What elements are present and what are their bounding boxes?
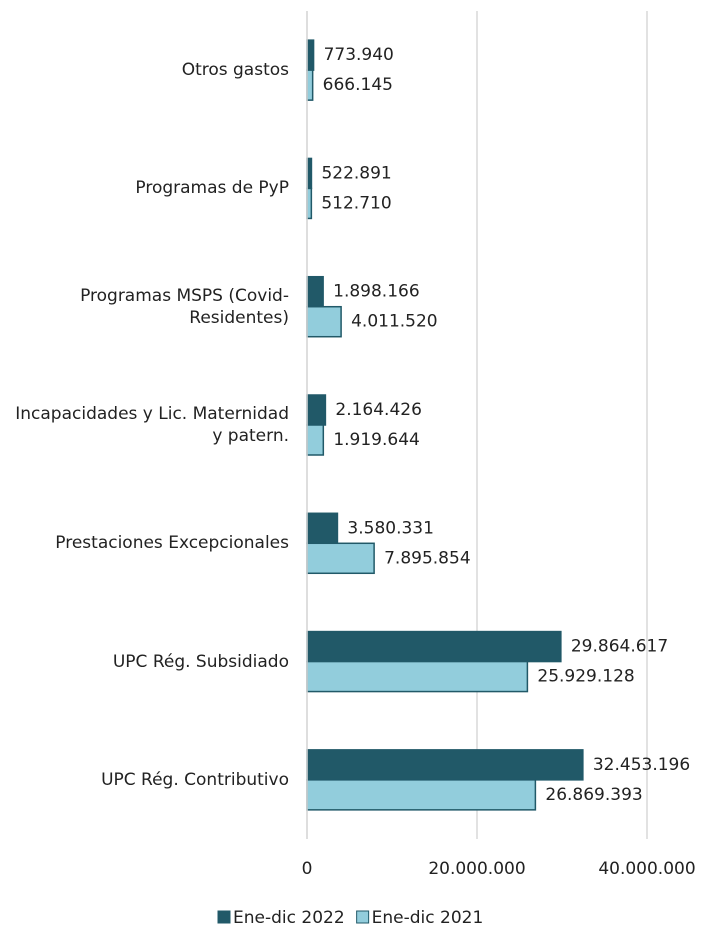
value-label: 7.895.854 <box>384 548 471 568</box>
value-label: 4.011.520 <box>351 312 438 332</box>
bar <box>306 394 327 426</box>
value-label: 522.891 <box>321 163 391 183</box>
category-label: Otros gastos <box>181 60 289 81</box>
value-label: 666.145 <box>323 75 393 95</box>
x-tick-label: 0 <box>302 859 313 879</box>
bar <box>306 512 339 545</box>
category-label: UPC Rég. Contributivo <box>101 769 289 790</box>
legend-label: Ene-dic 2021 <box>372 908 484 928</box>
bar <box>306 424 325 456</box>
value-label: 512.710 <box>321 193 391 213</box>
legend-swatch <box>356 910 370 924</box>
bar <box>306 779 537 811</box>
legend-swatch <box>217 910 231 924</box>
category-label: UPC Rég. Subsidiado <box>112 651 289 672</box>
value-label: 26.869.393 <box>545 785 642 805</box>
value-label: 773.940 <box>324 45 394 65</box>
bar <box>306 275 324 308</box>
bar <box>306 542 375 575</box>
value-label: 25.929.128 <box>537 667 634 687</box>
x-tick-label: 40.000.000 <box>598 859 695 879</box>
value-label: 1.919.644 <box>333 430 420 450</box>
x-tick-label: 20.000.000 <box>428 859 525 879</box>
category-label: Programas MSPS (Covid-Residentes) <box>80 285 289 328</box>
category-label: Programas de PyP <box>135 178 289 199</box>
legend-label: Ene-dic 2022 <box>233 908 345 928</box>
bar <box>306 305 342 338</box>
value-label: 3.580.331 <box>347 518 434 538</box>
bar <box>306 630 562 663</box>
bar <box>306 39 315 71</box>
category-label: Prestaciones Excepcionales <box>55 533 289 554</box>
value-label: 2.164.426 <box>335 400 422 420</box>
value-label: 1.898.166 <box>333 282 420 302</box>
bar <box>306 660 529 693</box>
category-label: Incapacidades y Lic. Maternidad y patern… <box>15 404 289 446</box>
value-label: 29.864.617 <box>571 637 668 657</box>
bar <box>306 69 314 101</box>
value-label: 32.453.196 <box>593 755 690 775</box>
bar <box>306 749 584 781</box>
